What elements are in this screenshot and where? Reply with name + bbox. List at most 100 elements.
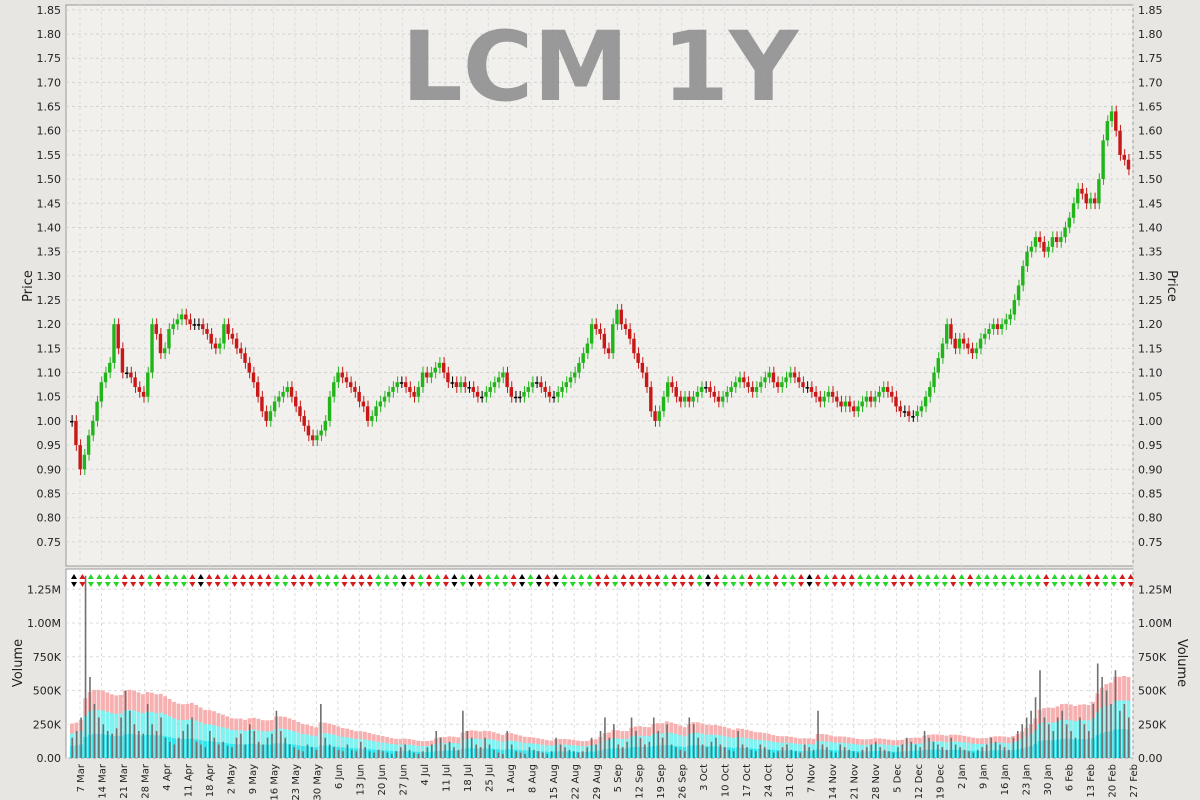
signal-marker-down <box>307 582 314 587</box>
volume-bar <box>1030 710 1032 758</box>
price-candle <box>649 387 653 412</box>
price-candle <box>818 396 822 402</box>
volume-bar <box>1114 670 1117 758</box>
signal-marker-down <box>324 582 331 587</box>
volume-bar <box>546 753 549 758</box>
signal-marker-up <box>409 574 416 579</box>
price-candle <box>742 377 746 383</box>
signal-marker-down <box>840 582 847 587</box>
volume-bar <box>866 747 868 758</box>
price-candle <box>530 382 535 388</box>
volume-bar <box>697 737 699 758</box>
price-candle <box>860 401 864 407</box>
price-candle <box>852 406 856 412</box>
price-candle <box>492 382 497 388</box>
volume-bar <box>595 744 597 758</box>
volume-bar <box>826 747 828 758</box>
price-candle <box>923 396 928 407</box>
price-candle <box>247 362 251 373</box>
volume-bar <box>280 731 282 758</box>
signal-marker-down <box>713 582 720 587</box>
volume-bar <box>448 741 451 758</box>
price-candle <box>146 372 150 397</box>
signal-marker-down <box>586 582 593 587</box>
signal-marker-up <box>612 574 619 579</box>
volume-bar <box>746 747 748 758</box>
signal-marker-up <box>1009 574 1016 579</box>
price-candle <box>319 430 323 436</box>
price-candle <box>1004 319 1008 325</box>
price-candle <box>987 329 991 334</box>
volume-bar <box>768 749 770 758</box>
signal-marker-up <box>1085 574 1092 579</box>
signal-marker-down <box>620 582 627 587</box>
price-candle <box>374 406 378 417</box>
price-candle <box>484 391 488 397</box>
signal-marker-up <box>882 574 889 579</box>
volume-bar <box>231 747 233 758</box>
signal-marker-down <box>96 582 103 587</box>
price-tick-label-left: 1.20 <box>37 318 62 331</box>
volume-bar <box>328 744 331 758</box>
signal-marker-up <box>891 574 898 579</box>
price-candle <box>754 387 759 392</box>
signal-marker-up <box>1068 574 1075 579</box>
volume-bar <box>923 731 926 758</box>
price-candle <box>953 338 957 349</box>
price-candle <box>289 387 294 397</box>
signal-marker-down <box>104 582 111 587</box>
volume-bar <box>763 747 766 758</box>
price-candle <box>332 382 336 397</box>
price-tick-label-left: 0.80 <box>37 512 62 525</box>
date-tick-label: 18 Jul <box>463 764 474 792</box>
price-candle <box>399 382 404 384</box>
price-candle <box>644 372 649 388</box>
price-candle <box>441 362 446 373</box>
volume-bar <box>528 747 531 758</box>
volume-bar <box>186 724 189 758</box>
price-tick-label-right: 1.15 <box>1138 342 1163 355</box>
volume-bar <box>834 752 837 758</box>
price-candle <box>344 377 349 383</box>
volume-bar <box>590 737 593 758</box>
chart-title: LCM 1Y <box>402 11 800 123</box>
date-tick-label: 15 Aug <box>549 764 560 799</box>
volume-bar <box>346 744 349 758</box>
signal-marker-up <box>265 574 272 579</box>
volume-bar <box>577 752 580 758</box>
signal-marker-down <box>1093 582 1100 587</box>
volume-bar <box>755 751 757 758</box>
date-tick-label: 21 Nov <box>850 764 861 800</box>
price-candle <box>95 401 99 421</box>
price-candle <box>480 396 484 399</box>
price-candle <box>1088 198 1093 204</box>
date-tick-label: 28 Nov <box>871 764 882 800</box>
volume-bar <box>1061 710 1063 758</box>
signal-marker-down <box>772 582 779 587</box>
price-tick-label-right: 0.80 <box>1138 512 1163 525</box>
volume-bar <box>977 749 979 758</box>
signal-marker-up <box>874 574 881 579</box>
volume-bar <box>151 724 153 758</box>
volume-bar <box>541 752 544 758</box>
signal-marker-down <box>679 582 686 587</box>
volume-bar <box>950 737 953 758</box>
signal-marker-up <box>1017 574 1024 579</box>
price-tick-label-left: 0.95 <box>37 439 62 452</box>
price-tick-label-left: 1.25 <box>37 294 62 307</box>
volume-bar <box>661 737 664 758</box>
price-candle <box>420 372 425 388</box>
date-tick-label: 8 Aug <box>527 764 538 793</box>
volume-bar <box>1083 724 1086 758</box>
volume-bar <box>581 751 584 758</box>
price-candle <box>936 358 940 373</box>
signal-marker-up <box>519 574 526 579</box>
signal-marker-up <box>941 574 948 579</box>
price-candle <box>560 387 564 392</box>
price-candle <box>222 324 226 344</box>
volume-bar <box>608 737 611 758</box>
volume-bar <box>1012 737 1015 758</box>
price-tick-label-left: 1.15 <box>37 342 62 355</box>
signal-marker-down <box>721 582 728 587</box>
price-tick-label-right: 1.60 <box>1138 125 1163 138</box>
